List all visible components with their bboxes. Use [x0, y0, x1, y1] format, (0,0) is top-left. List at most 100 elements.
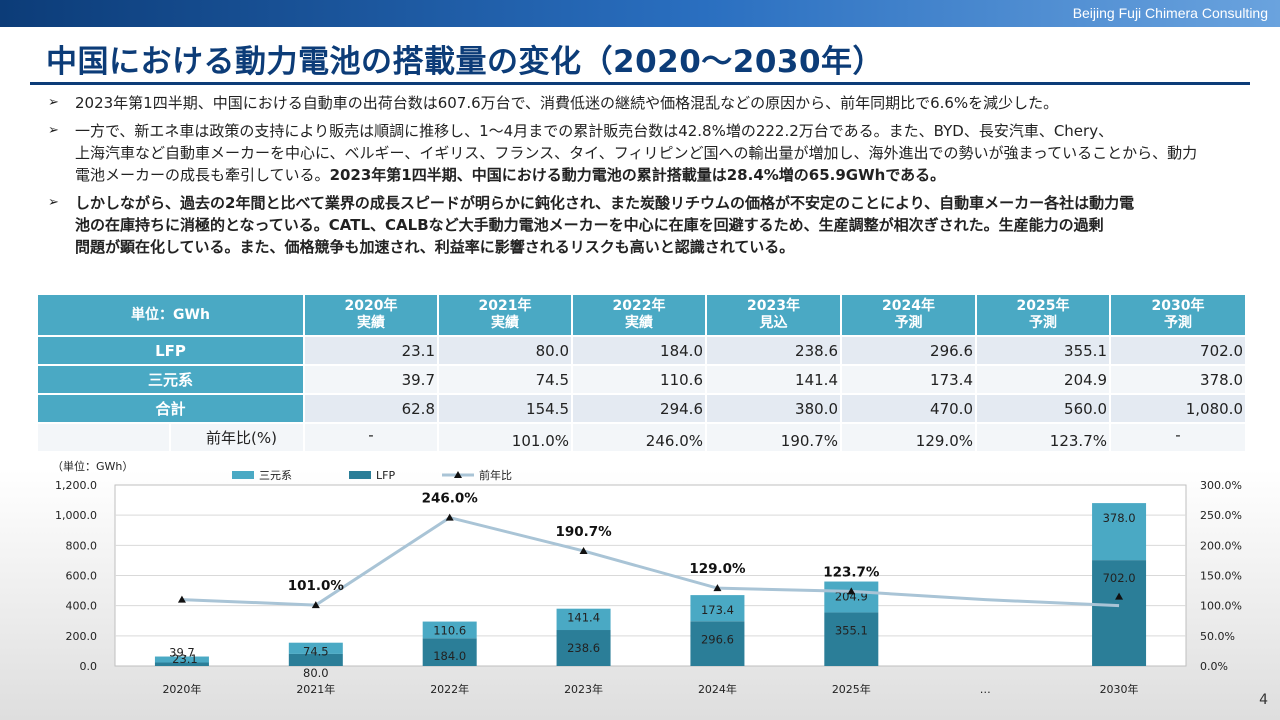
row-label: 三元系 [36, 364, 305, 395]
yoy-label: 246.0% [422, 491, 479, 507]
row-label-spacer [36, 422, 171, 453]
table-cell: 190.7% [705, 422, 842, 453]
bar-label-ternary: 141.4 [567, 611, 600, 625]
bar-ternary [824, 581, 879, 613]
table-cell: 702.0 [1109, 335, 1247, 366]
bar-lfp [1092, 560, 1147, 666]
y-left-tick-label: 600.0 [66, 570, 98, 583]
column-header: 2020年 実績 [303, 293, 439, 337]
yoy-marker [579, 546, 588, 554]
column-header: 2025年 予測 [975, 293, 1111, 337]
table-cell: 355.1 [975, 335, 1111, 366]
yoy-line [181, 515, 1120, 608]
legend-swatch [232, 471, 254, 479]
bullet-2-line-1: 一方で、新エネ車は政策の支持により販売は順調に推移し、1～4月までの累計販売台数… [75, 122, 1114, 140]
bar-ternary [690, 595, 745, 622]
table-cell: 101.0% [437, 422, 573, 453]
y-left-tick-label: 800.0 [66, 539, 98, 552]
table-cell: 129.0% [840, 422, 977, 453]
bar-lfp [824, 612, 879, 666]
table-cell: 62.8 [303, 393, 439, 424]
yoy-marker [177, 595, 186, 603]
table-cell: - [1109, 422, 1247, 453]
table-cell: 80.0 [437, 335, 573, 366]
table-cell: 204.9 [975, 364, 1111, 395]
company-name: Beijing Fuji Chimera Consulting [1072, 5, 1268, 21]
arrow-bullet-icon: ➢ [48, 195, 59, 210]
bar-label-ternary: 173.4 [701, 603, 734, 617]
x-tick-label: 2020年 [162, 682, 201, 696]
table-cell: 123.7% [975, 422, 1111, 453]
yoy-label: 101.0% [288, 578, 345, 594]
page-number: 4 [1259, 692, 1268, 708]
y-right-tick-label: 150.0% [1200, 570, 1242, 583]
row-label: 合計 [36, 393, 305, 424]
table-cell: 296.6 [840, 335, 977, 366]
y-right-tick-label: 250.0% [1200, 509, 1242, 522]
table-cell: 110.6 [571, 364, 707, 395]
y-right-tick-label: 300.0% [1200, 479, 1242, 492]
table-cell: 23.1 [303, 335, 439, 366]
arrow-bullet-icon: ➢ [48, 123, 59, 138]
yoy-label: 前年比(%) [169, 422, 305, 453]
unit-header: 単位：GWh [36, 293, 305, 337]
column-header: 2030年 予測 [1109, 293, 1247, 337]
table-cell: 380.0 [705, 393, 842, 424]
bar-ternary [1092, 503, 1147, 561]
x-tick-label: 2023年 [564, 682, 603, 696]
bar-ternary [288, 642, 343, 654]
bar-lfp [154, 662, 209, 666]
row-label: LFP [36, 335, 305, 366]
bar-label-ternary: 378.0 [1103, 511, 1136, 525]
table-cell: - [303, 422, 439, 453]
column-header: 2024年 予測 [840, 293, 977, 337]
yoy-marker [445, 513, 454, 521]
y-right-tick-label: 100.0% [1200, 600, 1242, 613]
legend-label: LFP [376, 469, 395, 482]
bullet-3-line-3: 問題が顕在化している。また、価格競争も加速され、利益率に影響されるリスクも高いと… [75, 238, 795, 256]
bar-lfp [422, 638, 477, 666]
bar-label-lfp: 355.1 [835, 623, 868, 637]
battery-volume-table: 単位：GWh 2020年 実績 2021年 実績 2022年 実績 2023年 見込 2… [36, 293, 1247, 453]
bullet-2-line-2: 上海汽車など自動車メーカーを中心に、ベルギー、イギリス、フランス、タイ、フィリピ… [75, 144, 1198, 162]
column-header: 2023年 見込 [705, 293, 842, 337]
bar-label-ternary: 39.7 [169, 646, 195, 660]
table-cell: 173.4 [840, 364, 977, 395]
table-cell: 238.6 [705, 335, 842, 366]
y-left-tick-label: 1,200.0 [55, 479, 97, 492]
table-cell: 246.0% [571, 422, 707, 453]
table-cell: 1,080.0 [1109, 393, 1247, 424]
bar-label-lfp: 80.0 [303, 666, 329, 680]
x-tick-label: 2021年 [296, 682, 335, 696]
yoy-marker [1115, 592, 1124, 600]
bar-label-lfp: 296.6 [701, 632, 734, 646]
bar-lfp [690, 621, 745, 666]
x-tick-label: 2025年 [832, 682, 871, 696]
x-tick-label: … [980, 683, 991, 696]
legend-label: 三元系 [259, 469, 292, 482]
table-row: 合計 62.8 154.5 294.6 380.0 470.0 560.0 1,… [36, 393, 1247, 424]
bullet-1-text: 2023年第1四半期、中国における自動車の出荷台数は607.6万台で、消費低迷の… [75, 94, 1059, 112]
yoy-label: 123.7% [823, 564, 880, 580]
table-cell: 378.0 [1109, 364, 1247, 395]
yoy-label: 190.7% [555, 524, 612, 540]
battery-volume-chart: 0.0 200.0 400.0 600.0 800.0 1,000.0 1,200.0 0.0… [52, 459, 1242, 696]
bullet-1: ➢ 2023年第1四半期、中国における自動車の出荷台数は607.6万台で、消費低… [48, 92, 1253, 114]
table-cell: 470.0 [840, 393, 977, 424]
legend-label: 前年比 [479, 468, 512, 482]
bullet-3: ➢ しかしながら、過去の2年間と比べて業界の成長スピードが明らかに鈍化され、また… [48, 192, 1253, 258]
table-row: LFP 23.1 80.0 184.0 238.6 296.6 355.1 70… [36, 335, 1247, 366]
table-cell: 560.0 [975, 393, 1111, 424]
bar-label-lfp: 23.1 [172, 652, 198, 666]
column-header: 2021年 実績 [437, 293, 573, 337]
yoy-label: 129.0% [689, 561, 746, 577]
column-header: 2022年 実績 [571, 293, 707, 337]
legend-marker-yoy [454, 471, 462, 478]
page-title: 中国における動力電池の搭載量の変化（2020～2030年） [46, 44, 885, 80]
y-right-tick-label: 200.0% [1200, 539, 1242, 552]
y-unit-label: （単位：GWh） [52, 459, 133, 473]
top-banner: Beijing Fuji Chimera Consulting [0, 0, 1280, 27]
x-tick-label: 2024年 [698, 682, 737, 696]
bullet-3-line-2: 池の在庫持ちに消極的となっている。CATL、CALBなど大手動力電池メーカーを中… [75, 216, 1104, 234]
y-right-tick-label: 0.0% [1200, 660, 1228, 673]
